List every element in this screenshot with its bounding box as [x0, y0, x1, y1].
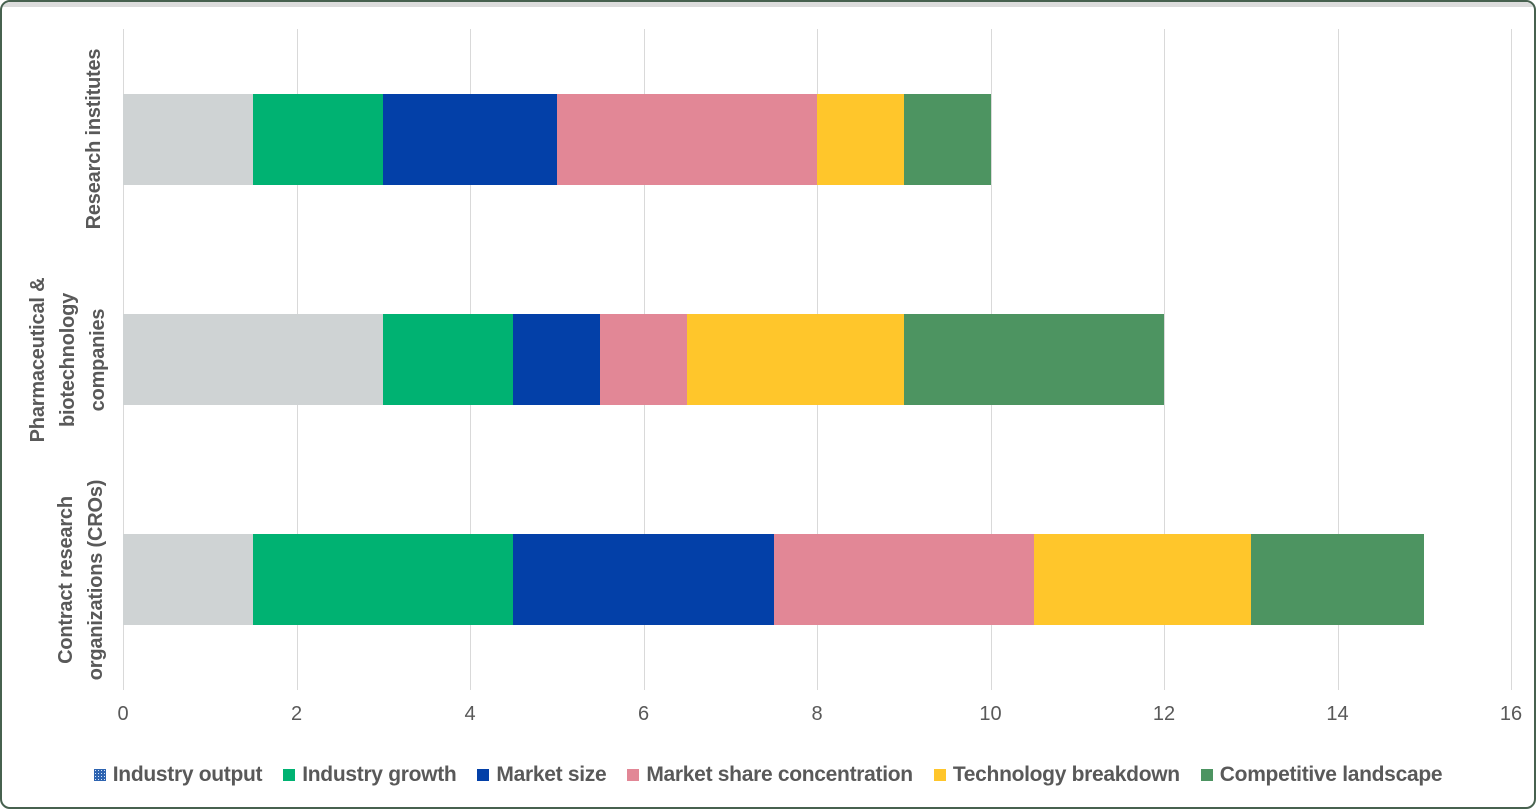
legend-swatch	[477, 769, 490, 781]
bar-segment	[513, 314, 601, 405]
category-label: Contract research organizations (CROs)	[55, 479, 107, 681]
bar-row	[123, 534, 1425, 626]
bar-segment	[253, 534, 514, 626]
bar-segment	[253, 93, 384, 185]
legend-label: Technology breakdown	[952, 763, 1180, 786]
bar-segment	[556, 93, 817, 185]
x-axis-tick-label: 14	[1326, 703, 1349, 725]
legend-item: Market size	[477, 763, 607, 787]
legend-item: Market share concentration	[627, 763, 913, 787]
legend-item: Technology breakdown	[933, 763, 1180, 787]
legend-label: Competitive landscape	[1219, 763, 1443, 786]
legend-label: Market size	[496, 763, 607, 786]
plot-area	[123, 29, 1512, 690]
bar-segment	[383, 314, 514, 405]
bar-segment	[1033, 534, 1251, 626]
gridline	[1164, 29, 1165, 690]
legend-label: Industry growth	[302, 763, 457, 786]
bar-segment	[1250, 534, 1425, 626]
x-axis-tick-label: 12	[1152, 703, 1176, 725]
bar-row	[123, 314, 1164, 405]
x-axis-tick-label: 16	[1499, 703, 1523, 725]
gridline	[1337, 29, 1339, 690]
x-axis-tick-label: 0	[117, 703, 129, 725]
legend-swatch	[283, 769, 296, 781]
bar-segment	[123, 314, 384, 405]
legend-swatch	[933, 769, 946, 781]
x-axis-tick-label: 8	[811, 703, 823, 725]
bar-segment	[123, 93, 254, 185]
legend-item: Industry growth	[283, 763, 457, 787]
x-axis: 0 2 4 6 8 10 12 14 16	[117, 703, 1522, 733]
legend-item: Industry output	[93, 763, 263, 787]
legend-label: Industry output	[112, 763, 263, 786]
bar-segment	[903, 93, 991, 185]
bar-segment	[600, 314, 687, 405]
bar-segment	[817, 93, 904, 185]
legend-item: Competitive landscape	[1200, 763, 1443, 787]
bar-segment	[513, 534, 774, 626]
legend-swatch	[627, 769, 640, 781]
bar-segment	[123, 534, 254, 626]
legend-swatch	[93, 769, 106, 781]
legend-swatch	[1200, 769, 1213, 781]
bar-segment	[903, 314, 1164, 405]
x-axis-tick-label: 6	[637, 703, 650, 725]
top-strip	[2, 2, 1534, 7]
x-axis-tick-label: 10	[979, 703, 1002, 725]
gridline	[1511, 29, 1512, 690]
legend-label: Market share concentration	[646, 763, 913, 786]
bar-row	[123, 93, 991, 185]
x-axis-tick-label: 4	[464, 703, 476, 725]
legend: Industry output Industry growth Market siz…	[2, 757, 1534, 793]
bar-segment	[383, 93, 557, 185]
bar-segment	[686, 314, 904, 405]
x-axis-tick-label: 2	[290, 703, 303, 725]
bar-segment	[773, 534, 1034, 626]
